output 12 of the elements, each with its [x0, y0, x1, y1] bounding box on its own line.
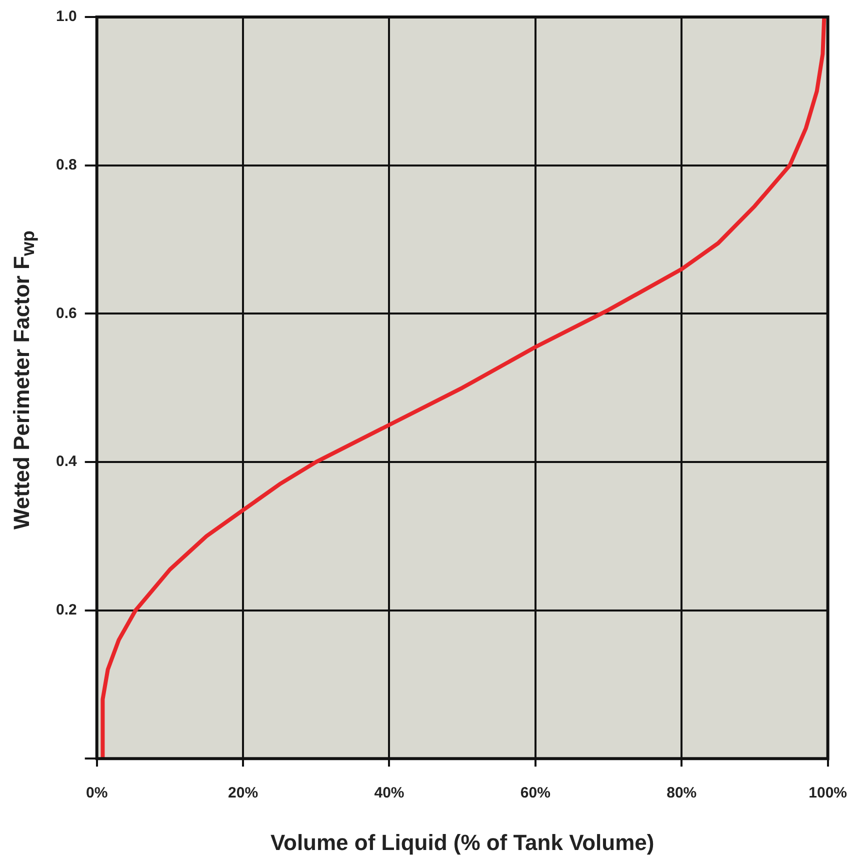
x-tick-label: 100%	[808, 784, 848, 802]
x-tick-label: 20%	[228, 784, 258, 802]
y-tick-label: 0.4	[56, 453, 78, 470]
x-tick-label: 40%	[374, 784, 404, 802]
x-axis-title: Volume of Liquid (% of Tank Volume)	[270, 830, 654, 855]
y-tick-label: 0.8	[56, 156, 77, 174]
x-tick-label: 80%	[666, 784, 697, 802]
y-tick-label: 1.0	[56, 8, 77, 26]
y-tick-label: 0.6	[56, 304, 77, 322]
x-tick-label: 60%	[520, 784, 550, 802]
x-tick-label: 0%	[86, 784, 108, 802]
y-tick-label: 0.2	[56, 601, 77, 618]
